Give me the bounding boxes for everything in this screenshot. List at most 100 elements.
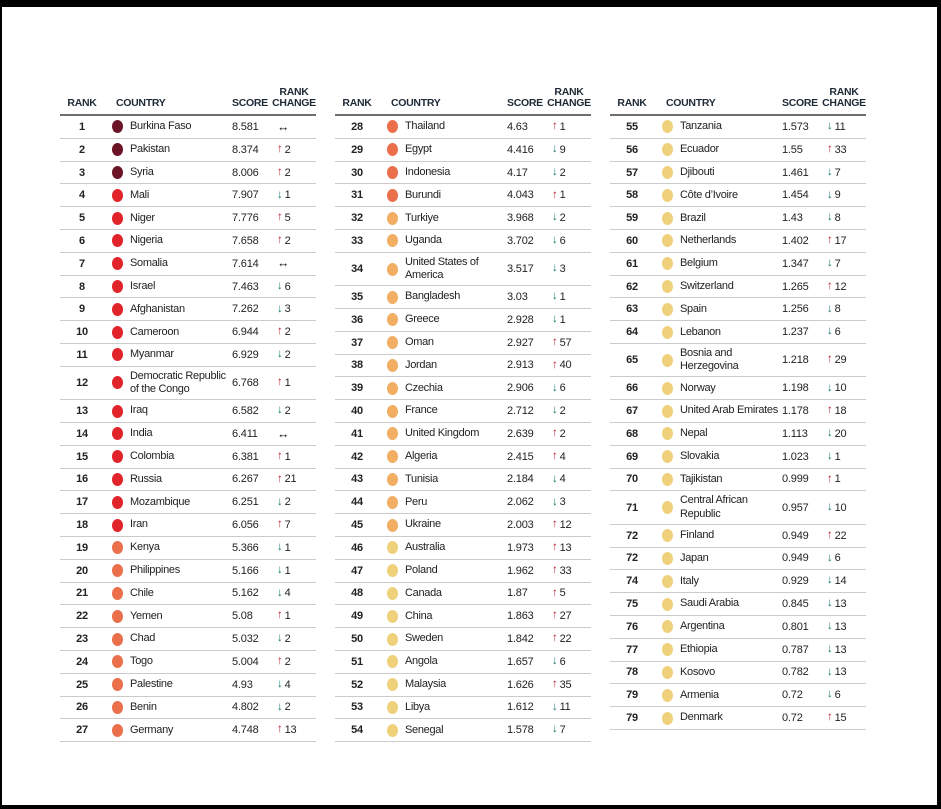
country-name: Myanmar: [130, 348, 174, 361]
score-value: 2.906: [507, 382, 534, 395]
score-value: 0.949: [782, 529, 809, 542]
rank-value: 23: [76, 633, 88, 646]
severity-dot-icon: [661, 166, 673, 180]
country-name: Poland: [405, 564, 438, 577]
table-row: 75 Saudi Arabia 0.845 ↓ 13: [610, 593, 866, 616]
country-name: France: [405, 404, 438, 417]
rank-value: 4: [79, 189, 85, 202]
country-name: Sweden: [405, 632, 443, 645]
rank-change-cell: ↑ 12: [822, 280, 866, 292]
score-value: 1.218: [782, 354, 809, 367]
table-row: 43 Tunisia 2.184 ↓ 4: [335, 469, 591, 492]
change-value: 2: [559, 427, 566, 440]
rank-change-cell: ↓ 1: [547, 291, 591, 303]
rank-value: 36: [351, 313, 363, 326]
country-name: Nigeria: [130, 234, 163, 247]
rank-down-icon: ↓: [277, 279, 283, 292]
severity-dot-icon: [661, 665, 673, 679]
header-country: COUNTRY: [666, 97, 716, 110]
score-value: 1.612: [507, 701, 534, 714]
rank-value: 45: [351, 519, 363, 532]
severity-dot-icon: [661, 234, 673, 248]
country-name: Democratic Republic of the Congo: [130, 369, 226, 395]
country-name: Tajikistan: [680, 472, 723, 485]
score-value: 2.913: [507, 359, 534, 372]
rank-change-cell: ↑ 7: [272, 519, 316, 531]
country-name: Burkina Faso: [130, 120, 192, 133]
table-row: 78 Kosovo 0.782 ↓ 13: [610, 662, 866, 685]
country-name: Canada: [405, 586, 442, 599]
header-rank: RANK: [617, 97, 647, 110]
score-value: 1.962: [507, 564, 534, 577]
severity-dot-icon: [661, 551, 673, 565]
rank-change-cell: ↑ 1: [547, 121, 591, 133]
rank-value: 29: [351, 143, 363, 156]
score-value: 7.658: [232, 234, 259, 247]
country-name: Togo: [130, 655, 153, 668]
rank-value: 62: [626, 280, 638, 293]
table-row: 45 Ukraine 2.003 ↑ 12: [335, 514, 591, 537]
table-body: 1 Burkina Faso 8.581 ↔ 2 Pakistan 8.374 …: [60, 116, 316, 743]
change-value: 6: [834, 689, 841, 702]
score-value: 1.237: [782, 326, 809, 339]
country-name: Greece: [405, 313, 440, 326]
score-value: 1.43: [782, 212, 803, 225]
country-name: Algeria: [405, 450, 438, 463]
country-name: Uganda: [405, 234, 442, 247]
rank-down-icon: ↓: [827, 188, 833, 201]
score-value: 8.581: [232, 120, 259, 133]
rank-value: 28: [351, 120, 363, 133]
rank-no-change-icon: ↔: [277, 426, 290, 441]
severity-dot-icon: [661, 501, 673, 515]
table-row: 6 Nigeria 7.658 ↑ 2: [60, 230, 316, 253]
score-value: 4.17: [507, 166, 528, 179]
country-name: Iran: [130, 518, 148, 531]
rank-change-cell: ↑ 1: [272, 610, 316, 622]
rank-value: 72: [626, 552, 638, 565]
change-value: 3: [284, 303, 291, 316]
rank-down-icon: ↓: [827, 665, 833, 678]
severity-dot-icon: [386, 723, 398, 737]
change-value: 13: [284, 724, 297, 737]
country-name: Nepal: [680, 427, 708, 440]
rank-down-icon: ↓: [827, 256, 833, 269]
rank-value: 25: [76, 678, 88, 691]
rank-change-cell: ↑ 40: [547, 359, 591, 371]
table-row: 23 Chad 5.032 ↓ 2: [60, 628, 316, 651]
rank-value: 79: [626, 712, 638, 724]
rank-down-icon: ↓: [552, 472, 558, 485]
table-row: 30 Indonesia 4.17 ↓ 2: [335, 162, 591, 185]
table-row: 61 Belgium 1.347 ↓ 7: [610, 253, 866, 276]
table-body: 55 Tanzania 1.573 ↓ 11 56 Ecuador 1.55 ↑…: [610, 116, 866, 730]
rank-down-icon: ↓: [552, 262, 558, 275]
rank-value: 18: [76, 519, 88, 532]
country-name: Belgium: [680, 257, 718, 270]
table-row: 19 Kenya 5.366 ↓ 1: [60, 537, 316, 560]
rank-up-icon: ↑: [827, 711, 833, 724]
change-value: 2: [284, 701, 291, 714]
change-value: 10: [834, 382, 847, 395]
severity-dot-icon: [111, 427, 123, 441]
severity-dot-icon: [111, 700, 123, 714]
table-row: 72 Finland 0.949 ↑ 22: [610, 525, 866, 548]
rank-value: 75: [626, 598, 638, 611]
change-value: 7: [559, 724, 566, 737]
severity-dot-icon: [386, 358, 398, 372]
score-value: 6.582: [232, 405, 259, 418]
rank-up-icon: ↑: [277, 723, 283, 736]
rank-up-icon: ↑: [277, 234, 283, 247]
score-value: 5.166: [232, 564, 259, 577]
severity-dot-icon: [111, 211, 123, 225]
rank-value: 58: [626, 189, 638, 202]
score-value: 1.461: [782, 166, 809, 179]
change-value: 4: [559, 450, 566, 463]
rank-value: 21: [76, 587, 88, 600]
rank-change-cell: ↑ 1: [272, 450, 316, 462]
severity-dot-icon: [661, 353, 673, 367]
rank-up-icon: ↑: [277, 472, 283, 485]
change-value: 2: [559, 166, 566, 179]
table-row: 36 Greece 2.928 ↓ 1: [335, 309, 591, 332]
change-value: 7: [284, 519, 291, 532]
country-name: United Arab Emirates: [680, 404, 778, 417]
